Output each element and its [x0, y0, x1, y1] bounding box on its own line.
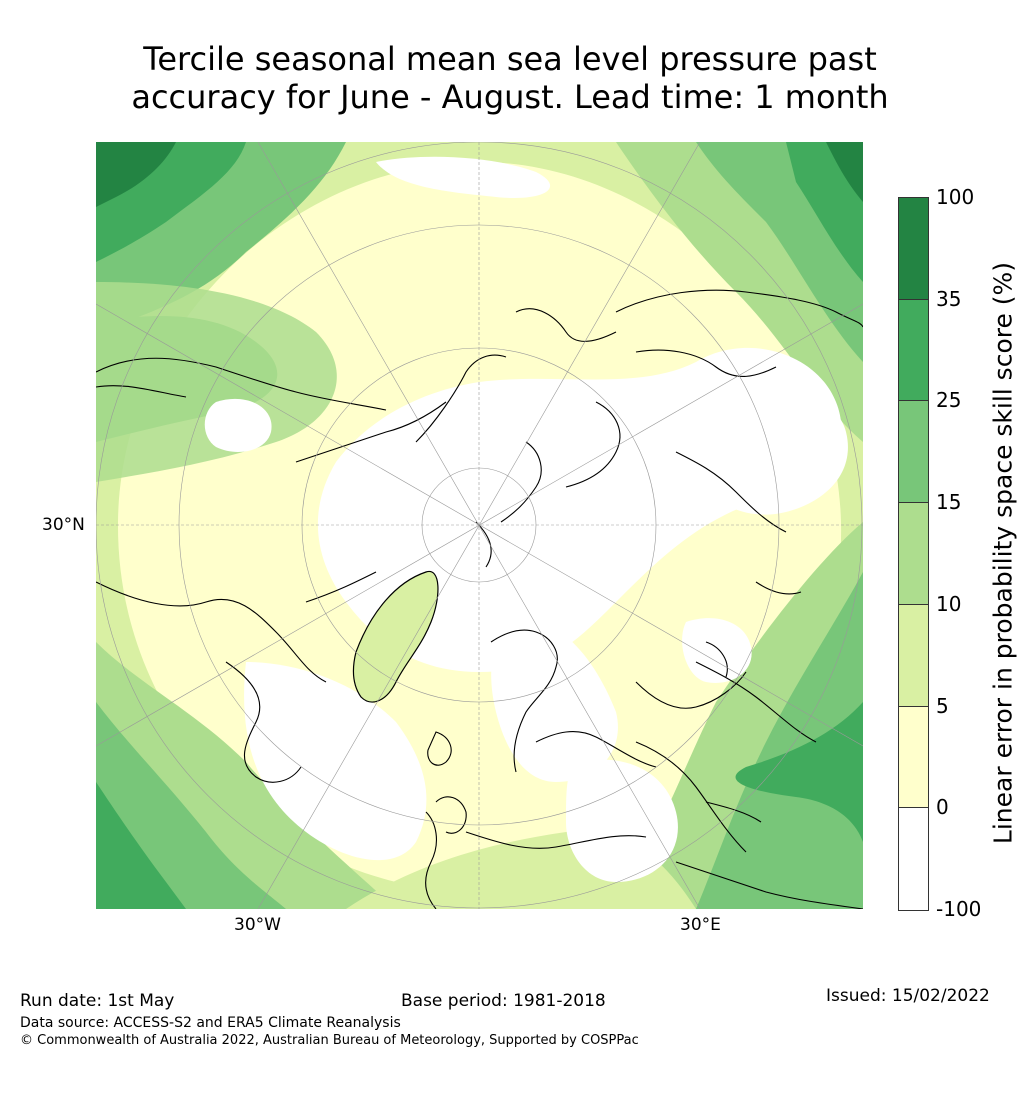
- lat-label-30n: 30°N: [42, 515, 85, 535]
- colorbar-tick-label: -100: [936, 897, 982, 921]
- greenland: [352, 570, 439, 703]
- colorbar-bin: [898, 502, 929, 605]
- scattered-white-1: [204, 398, 272, 452]
- colorbar-tick-label: 35: [936, 286, 962, 311]
- europe-white: [491, 612, 618, 782]
- scattered-white-2: [682, 618, 752, 683]
- sw-band-3: [96, 782, 186, 909]
- colorbar-bin: [898, 298, 929, 402]
- base-period: Base period: 1981-2018: [401, 991, 606, 1011]
- north-white: [376, 156, 551, 198]
- graticule: [96, 142, 863, 909]
- ne-asia-highest: [786, 142, 863, 282]
- chart-title: Tercile seasonal mean sea level pressure…: [0, 40, 1020, 116]
- polar-map: [96, 142, 863, 909]
- pacific-mid-2: [96, 282, 337, 482]
- data-source: Data source: ACCESS-S2 and ERA5 Climate …: [20, 1015, 401, 1031]
- ne-asia-top: [826, 142, 863, 202]
- lon-label-30w: 30°W: [234, 915, 281, 935]
- colorbar-bin: [898, 807, 929, 911]
- colorbar-bin: [898, 603, 929, 707]
- colorbar-label: Linear error in probability space skill …: [988, 261, 1018, 845]
- run-date: Run date: 1st May: [20, 991, 175, 1011]
- east-band-2: [696, 572, 863, 909]
- colorbar-bin: [898, 197, 929, 300]
- colorbar-tick-label: 15: [936, 490, 962, 515]
- coastlines: [96, 289, 863, 909]
- map-svg: [96, 142, 863, 909]
- title-line-1: Tercile seasonal mean sea level pressure…: [143, 40, 877, 78]
- colorbar-bin: [898, 400, 929, 504]
- colorbar-tick-label: 100: [936, 185, 975, 209]
- nw-pacific-highest: [96, 142, 176, 207]
- colorbar-tick-label: 5: [936, 693, 949, 718]
- east-band-3: [735, 702, 863, 842]
- siberia-white: [691, 392, 848, 515]
- colorbar-tick-label: 0: [936, 795, 949, 820]
- issued-date: Issued: 15/02/2022: [826, 986, 990, 1006]
- copyright: © Commonwealth of Australia 2022, Austra…: [20, 1033, 639, 1048]
- atlantic-white: [244, 662, 427, 861]
- colorbar-tick-label: 10: [936, 591, 962, 616]
- lon-label-30e: 30°E: [680, 915, 721, 935]
- colorbar-bin: [898, 705, 929, 809]
- africa-white: [566, 759, 678, 882]
- colorbar: [898, 197, 929, 911]
- colorbar-tick-label: 25: [936, 388, 962, 413]
- title-line-2: accuracy for June - August. Lead time: 1…: [131, 78, 889, 116]
